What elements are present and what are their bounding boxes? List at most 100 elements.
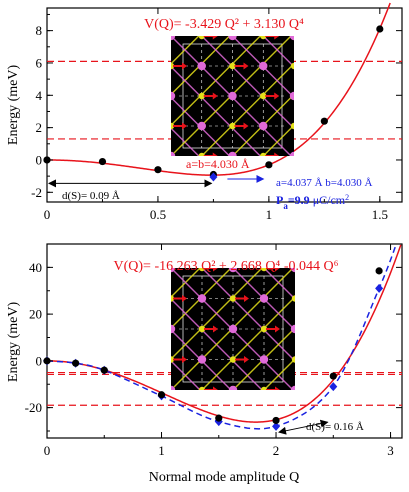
inset-bond-pink [171,360,201,390]
ytick-label-3: 4 [36,88,43,103]
inset-atom-pink [171,151,176,156]
inset-atom-pink [259,61,268,71]
bottom-y-axis-label: Energy (meV) [6,302,21,383]
bottom-inset-structure [171,268,409,390]
inset-bond-yellow [293,155,294,156]
data-point [320,117,328,125]
inset-atom-pink [197,61,206,71]
inset-atom-yellow [198,268,206,272]
inset-bond-yellow [325,36,409,156]
polar-unit: μC/cm [310,193,346,207]
inset-atom-pink [171,385,176,390]
inset-atom-pink [259,294,269,303]
inset-atom-pink [197,294,207,303]
inset-arrow-head [274,92,280,100]
inset-bond-yellow [171,268,232,329]
inset-atom-pink [228,91,237,101]
inset-bond-pink [48,36,168,156]
inset-arrow-head [212,36,218,40]
ytick-label-2: 20 [29,307,42,322]
polar-exponent: 2 [345,193,349,202]
blue-dashed-curve [46,245,397,430]
ytick-label-0: -20 [25,400,42,415]
ytick-label-5: 8 [36,23,43,38]
inset-atom-yellow [171,62,175,70]
inset-atom-pink [171,91,176,101]
inset-atom-pink [197,121,206,131]
inset-cell [182,275,284,383]
xtick-label-3: 1.5 [372,207,388,222]
inset-atom-yellow [171,122,175,130]
inset-atom-pink [290,268,295,273]
inset-bond-yellow [326,268,409,390]
bottom-ds-label: d(S)= 0.16 Å [306,421,364,433]
inset-atom-pink [289,36,294,41]
data-point [157,391,166,399]
ytick-label-1: 0 [36,152,43,167]
inset-bond-pink [263,268,295,300]
inset-arrow-head [275,268,280,272]
blue-data-point [209,172,218,182]
inset-atom-pink [228,324,238,334]
inset-atom-pink [290,324,295,334]
inset-bond-yellow [171,36,200,65]
inset-arrow-head [306,356,311,363]
bottom-ds-arrow [278,419,329,435]
xtick-label-2: 1 [266,207,273,222]
xtick-label-3: 3 [387,443,394,458]
inset-atom-yellow [198,152,205,156]
inset-bond-yellow [48,36,168,156]
inset-atom-yellow [229,122,236,130]
inset-arrow-head [182,356,187,363]
data-point [215,414,223,422]
ytick-label-3: 40 [29,260,42,275]
polar-subscript: a [283,201,288,211]
inset-bond-pink [357,268,409,390]
inset-atom-pink [228,268,238,273]
inset-atom-yellow [229,356,237,363]
data-point [98,157,107,166]
data-point [154,166,162,174]
inset-arrow-head [275,386,280,390]
inset-atom-yellow [171,295,175,302]
bottom-data-points [43,267,384,431]
inset-atom-yellow [260,325,268,333]
data-point [376,25,384,33]
inset-atom-yellow [260,92,267,100]
polar-symbol: P [276,193,283,207]
inset-atom-pink [171,324,176,334]
data-point [329,372,337,380]
xtick-label-2: 2 [273,443,280,458]
inset-bond-pink [388,268,409,390]
inset-arrow-head [243,62,249,70]
inset-atom-yellow [229,295,237,302]
inset-bond-yellow [294,389,295,390]
x-axis-label: Normal mode amplitude Q [149,470,299,485]
ytick-label-1: 0 [36,353,43,368]
bottom-formula: V(Q)= -16.263 Q² + 2.668 Q⁴ -0.044 Q⁶ [114,259,339,274]
top-polarization-label: Pa=9.9 μC/cm2 [276,193,349,212]
inset-arrow-head [212,152,218,156]
top-formula: V(Q)= -3.429 Q² + 3.130 Q⁴ [144,17,304,32]
inset-bond-pink [293,36,294,37]
inset-arrow-head [243,122,249,130]
inset-cell [182,43,283,149]
inset-atom-yellow [171,356,175,363]
inset-atom-yellow [290,122,294,130]
inset-arrow-head [213,268,218,272]
inset-bond-pink [171,127,200,156]
top-inset-label: a=b=4.030 Å [186,157,250,171]
inset-atom-yellow [260,386,268,390]
data-point [265,161,273,169]
top-data-points [43,25,384,182]
inset-bond-pink [386,36,409,156]
inset-bond-yellow [356,36,409,156]
inset-bond-pink [325,36,409,156]
inset-arrow-head [213,386,218,390]
inset-atom-yellow [198,386,206,390]
inset-atom-yellow [198,92,205,100]
inset-bond-yellow [263,358,295,390]
